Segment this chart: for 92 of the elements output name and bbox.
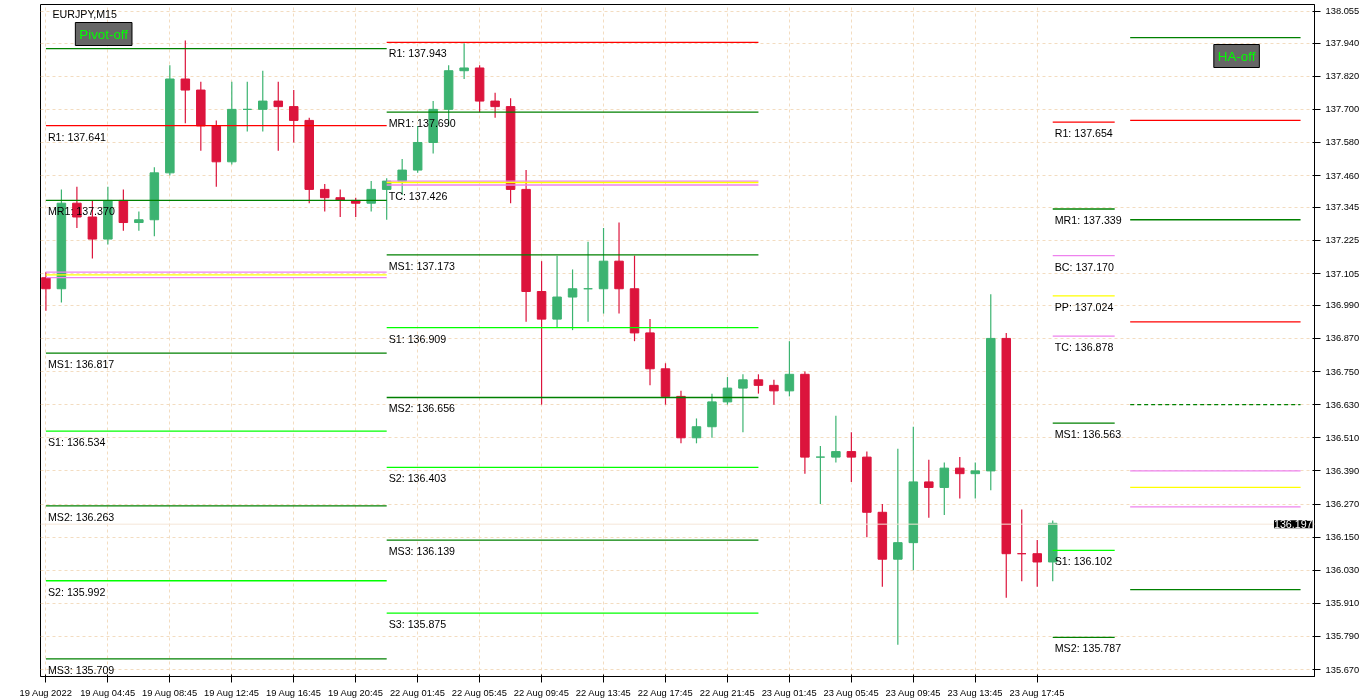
candlestick bbox=[552, 255, 562, 328]
candlestick bbox=[970, 462, 981, 500]
x-tick-label: 19 Aug 2022 bbox=[19, 687, 72, 698]
candlestick bbox=[118, 188, 129, 232]
x-tick-label: 19 Aug 04:45 bbox=[80, 687, 136, 698]
series-label: S1: 136.909 bbox=[388, 332, 447, 345]
series-label: S3: 135.875 bbox=[388, 618, 447, 631]
series-label: BC: 137.170 bbox=[1054, 260, 1115, 273]
candlestick bbox=[134, 210, 144, 232]
chart-title: EURJPY,M15 bbox=[52, 7, 117, 20]
series-label: R1: 137.943 bbox=[388, 47, 447, 60]
x-tick-label: 22 Aug 01:45 bbox=[389, 687, 445, 698]
series-label: S1: 136.534 bbox=[47, 436, 106, 449]
candlestick bbox=[893, 448, 903, 646]
x-tick-label: 19 Aug 12:45 bbox=[204, 687, 260, 698]
candlestick bbox=[288, 89, 299, 144]
x-tick-label: 22 Aug 21:45 bbox=[699, 687, 755, 698]
candlestick bbox=[815, 445, 826, 505]
candlestick bbox=[831, 415, 841, 464]
series-label: S2: 136.403 bbox=[388, 472, 447, 485]
y-tick-label: 135.670 bbox=[1325, 664, 1360, 675]
y-tick-label: 137.580 bbox=[1325, 137, 1360, 148]
series-label: MS2: 136.656 bbox=[388, 402, 456, 415]
candlestick bbox=[1032, 539, 1042, 588]
y-tick-label: 137.940 bbox=[1325, 38, 1360, 49]
candlestick bbox=[769, 379, 779, 406]
y-tick-label: 137.345 bbox=[1325, 202, 1360, 213]
candlestick bbox=[366, 180, 376, 213]
candlestick bbox=[567, 268, 578, 331]
y-tick-label: 136.510 bbox=[1325, 432, 1360, 443]
series-label: MS2: 136.263 bbox=[47, 510, 115, 523]
annotation: HA-off bbox=[1217, 48, 1256, 64]
y-tick-label: 137.820 bbox=[1325, 71, 1360, 82]
candlestick bbox=[41, 271, 51, 312]
series-label: MS1: 137.173 bbox=[388, 259, 456, 272]
series-label: R1: 137.641 bbox=[47, 130, 107, 143]
x-tick-label: 22 Aug 09:45 bbox=[513, 687, 569, 698]
candlestick bbox=[924, 459, 934, 519]
series-label: TC: 137.426 bbox=[388, 189, 448, 202]
series-label: MS1: 136.563 bbox=[1054, 428, 1122, 441]
x-tick-label: 22 Aug 05:45 bbox=[451, 687, 507, 698]
x-tick-label: 23 Aug 17:45 bbox=[1009, 687, 1065, 698]
series-label: PP: 137.024 bbox=[1054, 300, 1114, 313]
series-label: MS3: 136.139 bbox=[388, 545, 456, 558]
candlestick bbox=[273, 81, 284, 152]
x-tick-label: 19 Aug 08:45 bbox=[142, 687, 198, 698]
candlestick bbox=[490, 92, 500, 119]
y-tick-label: 136.870 bbox=[1325, 333, 1360, 344]
series-label: MS1: 136.817 bbox=[47, 358, 115, 371]
x-tick-label: 23 Aug 09:45 bbox=[885, 687, 941, 698]
y-tick-label: 138.055 bbox=[1325, 6, 1360, 17]
y-tick-label: 135.910 bbox=[1325, 598, 1360, 609]
candlestick bbox=[846, 431, 857, 483]
y-tick-label: 136.150 bbox=[1325, 532, 1360, 543]
candlestick bbox=[258, 70, 268, 133]
y-tick-label: 136.630 bbox=[1325, 399, 1360, 410]
y-tick-label: 136.990 bbox=[1325, 300, 1360, 311]
candlestick bbox=[939, 462, 950, 516]
series-label: MR1: 137.339 bbox=[1054, 214, 1122, 226]
y-tick-label: 137.225 bbox=[1325, 235, 1360, 246]
x-tick-label: 22 Aug 13:45 bbox=[575, 687, 631, 698]
candlestick bbox=[180, 39, 191, 124]
candlestick bbox=[722, 376, 733, 406]
annotation: Pivot-off bbox=[79, 26, 129, 42]
series-label: TC: 136.878 bbox=[1054, 341, 1114, 354]
x-tick-label: 22 Aug 17:45 bbox=[637, 687, 693, 698]
candlestick bbox=[784, 340, 795, 397]
y-tick-label: 136.390 bbox=[1325, 465, 1360, 476]
candlestick bbox=[459, 42, 469, 80]
candlestick bbox=[955, 456, 965, 500]
series-label: S2: 135.992 bbox=[47, 585, 106, 598]
x-tick-label: 23 Aug 13:45 bbox=[947, 687, 1003, 698]
y-tick-label: 137.700 bbox=[1325, 104, 1360, 115]
series-label: MS3: 135.709 bbox=[47, 663, 115, 676]
x-tick-label: 19 Aug 20:45 bbox=[327, 687, 383, 698]
x-tick-label: 23 Aug 01:45 bbox=[761, 687, 817, 698]
series-label: S1: 136.102 bbox=[1054, 555, 1113, 568]
candlestick bbox=[738, 373, 748, 433]
candlestick bbox=[691, 417, 702, 444]
candlestick bbox=[753, 373, 764, 395]
y-tick-label: 137.460 bbox=[1325, 170, 1360, 181]
y-tick-label: 136.270 bbox=[1325, 499, 1360, 510]
y-tick-label: 135.790 bbox=[1325, 631, 1360, 642]
y-tick-label: 136.030 bbox=[1325, 565, 1360, 576]
ref-line-label: 136.197 bbox=[1273, 518, 1313, 531]
series-label: MS2: 135.787 bbox=[1054, 642, 1122, 655]
y-tick-label: 137.105 bbox=[1325, 268, 1360, 279]
candlestick bbox=[319, 183, 330, 213]
x-tick-label: 19 Aug 16:45 bbox=[266, 687, 321, 698]
x-tick-label: 23 Aug 05:45 bbox=[823, 687, 879, 698]
y-tick-label: 136.750 bbox=[1325, 366, 1360, 377]
series-label: R1: 137.654 bbox=[1054, 127, 1113, 140]
